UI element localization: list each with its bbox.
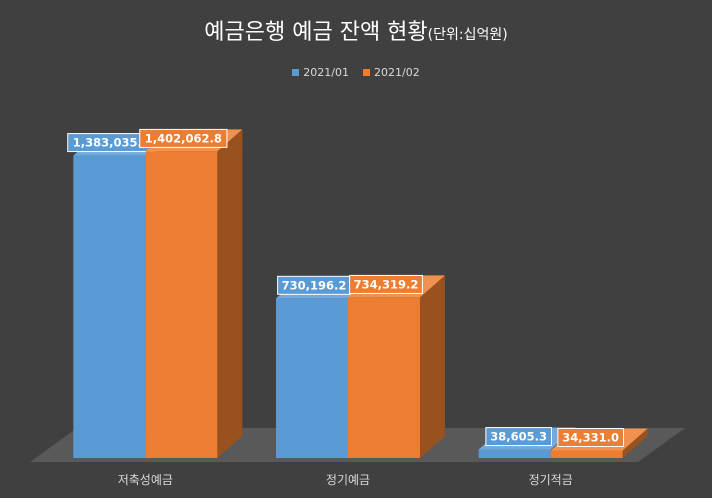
- data-label-1-3: 38,605.3: [490, 430, 547, 444]
- x-tick-label-2: 정기예금: [326, 473, 370, 487]
- legend: 2021/01 2021/02: [0, 66, 712, 79]
- bar-front: [73, 155, 146, 459]
- data-label-box-2-1: [139, 128, 228, 148]
- data-label-2-3: 34,331.0: [562, 430, 619, 444]
- legend-item-series-1: 2021/01: [292, 66, 349, 79]
- data-label-box-2-3: [557, 427, 624, 447]
- bar-front: [478, 449, 551, 458]
- bar-2-1: [145, 129, 243, 459]
- data-label-box-1-3: [485, 427, 552, 447]
- bar-front: [550, 450, 623, 458]
- bar-side: [217, 129, 243, 459]
- data-label-2-1: 1,402,062.8: [145, 131, 222, 145]
- bar-front: [348, 297, 420, 458]
- legend-label-series-2: 2021/02: [374, 66, 420, 79]
- bar-side: [622, 428, 648, 458]
- bar-front: [145, 151, 218, 459]
- legend-item-series-2: 2021/02: [363, 66, 420, 79]
- legend-swatch-series-1: [292, 69, 300, 76]
- x-tick-label-1: 저축성예금: [118, 473, 173, 487]
- bar-front: [276, 298, 348, 458]
- data-label-box-2-2: [349, 274, 423, 294]
- legend-swatch-series-2: [363, 69, 370, 76]
- legend-label-series-1: 2021/01: [303, 66, 349, 79]
- bar-side: [420, 275, 445, 458]
- data-label-1-2: 730,196.2: [282, 278, 347, 292]
- data-label-2-2: 734,319.2: [354, 277, 419, 291]
- chart-title-block: 예금은행 예금 잔액 현황(단위:십억원): [0, 14, 712, 46]
- chart-subtitle: (단위:십억원): [427, 27, 508, 43]
- data-label-1-1: 1,383,035.7: [73, 136, 150, 150]
- x-tick-label-3: 정기적금: [529, 473, 573, 487]
- chart-title: 예금은행 예금 잔액 현황: [204, 20, 428, 45]
- bar-2-2: [348, 275, 445, 458]
